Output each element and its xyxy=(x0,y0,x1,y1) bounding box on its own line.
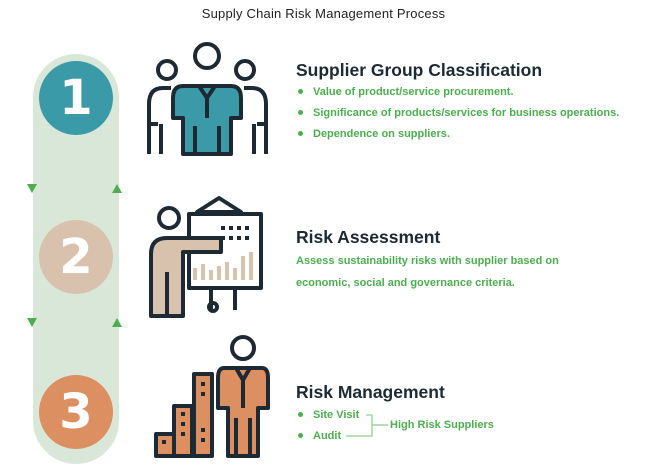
step-3-heading: Risk Management xyxy=(296,382,445,402)
list-item: Value of product/service procurement. xyxy=(296,82,619,103)
step-1-circle: 1 xyxy=(39,61,113,135)
bullet-dot-icon xyxy=(298,433,303,439)
step-2-line-1: Assess sustainability risks with supplie… xyxy=(296,255,559,267)
bullet-dot-icon xyxy=(298,412,303,418)
step-2-description: Assess sustainability risks with supplie… xyxy=(296,250,596,294)
step-1-bullets: Value of product/service procurement. Si… xyxy=(296,82,619,145)
diagram-title: Supply Chain Risk Management Process xyxy=(201,6,446,21)
list-item: Dependence on suppliers. xyxy=(296,124,619,145)
arrow-up-icon xyxy=(112,184,122,193)
high-risk-suppliers-label: High Risk Suppliers xyxy=(390,419,494,431)
step-1-heading: Supplier Group Classification xyxy=(296,60,543,80)
bullet-dot-icon xyxy=(298,89,303,95)
arrow-down-icon xyxy=(27,318,37,327)
step-2-heading: Risk Assessment xyxy=(296,227,441,247)
bullet-dot-icon xyxy=(298,131,303,137)
step-2-number: 2 xyxy=(59,229,93,285)
arrow-down-icon xyxy=(27,184,37,193)
step-2-line-2: economic, social and governance criteria… xyxy=(296,277,515,289)
person-bar-chart-icon xyxy=(154,335,270,458)
step-3-bullets: Site Visit Audit xyxy=(296,405,359,447)
list-item: Site Visit xyxy=(296,405,359,426)
group-of-people-icon xyxy=(147,42,268,156)
step-1-number: 1 xyxy=(59,70,93,126)
bracket-connector xyxy=(346,414,388,437)
step-3-circle: 3 xyxy=(39,375,113,449)
step-2-circle: 2 xyxy=(39,220,113,294)
presentation-board-icon xyxy=(149,196,263,318)
list-item: Audit xyxy=(296,426,359,447)
bullet-dot-icon xyxy=(298,110,303,116)
step-3-number: 3 xyxy=(59,384,93,440)
list-item: Significance of products/services for bu… xyxy=(296,103,619,124)
arrow-up-icon xyxy=(112,318,122,327)
